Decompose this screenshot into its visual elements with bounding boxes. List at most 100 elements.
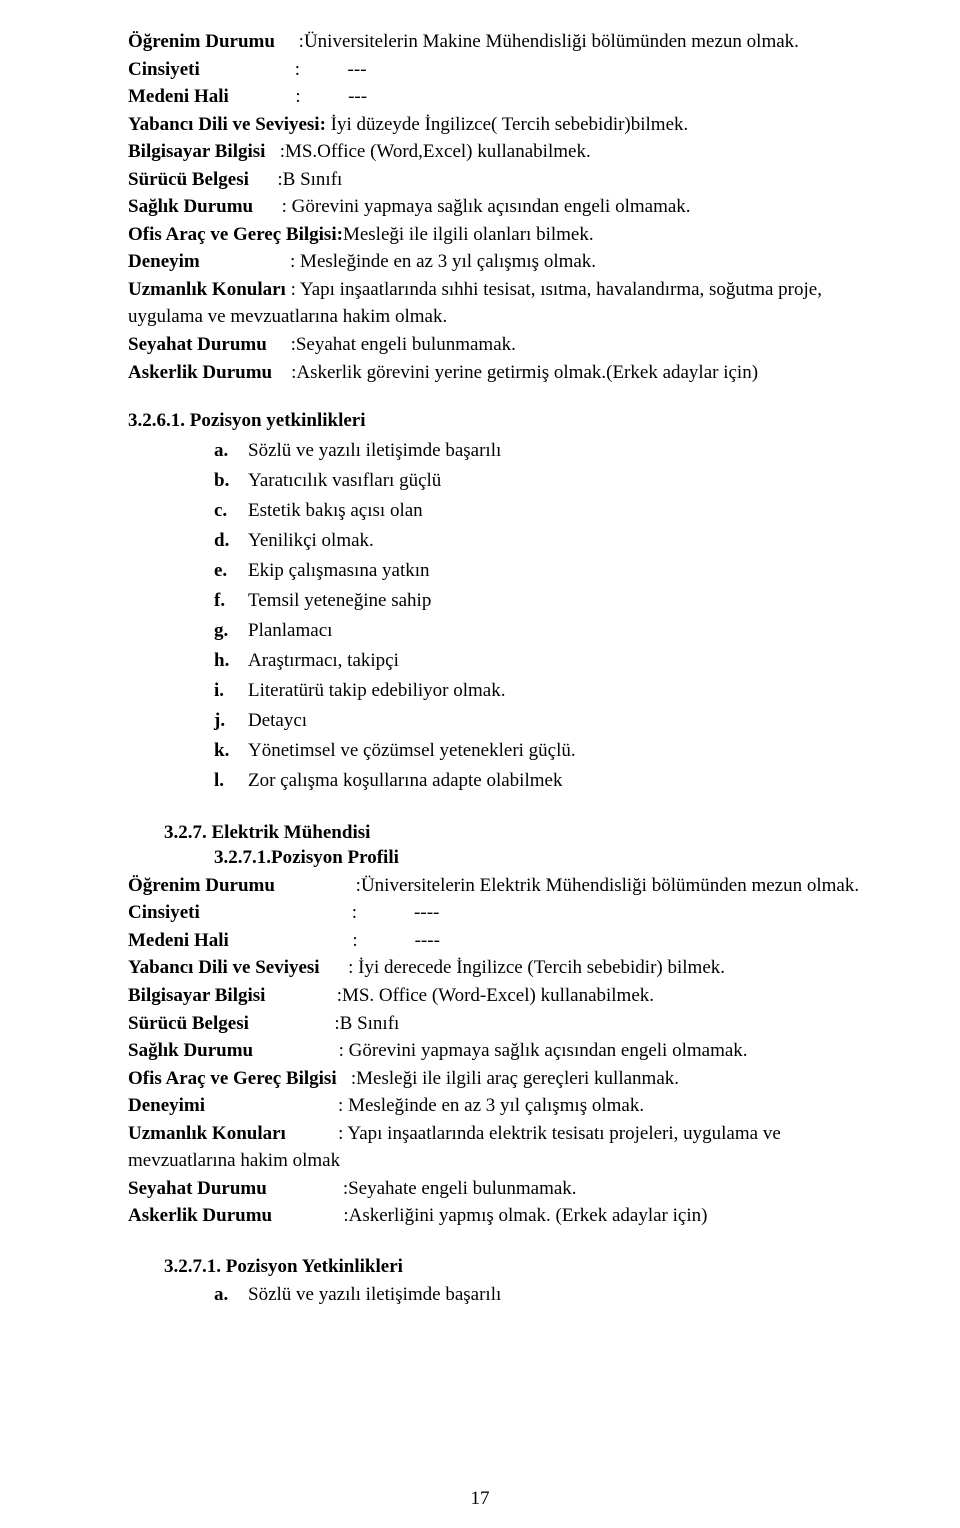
label: Deneyimi — [128, 1092, 205, 1120]
field-saglik-durumu: Sağlık Durumu : Görevini yapmaya sağlık … — [128, 193, 870, 221]
value: :B Sınıfı — [249, 166, 342, 194]
value: İyi düzeyde İngilizce( Tercih sebebidir)… — [326, 111, 688, 139]
label: Sürücü Belgesi — [128, 166, 249, 194]
field-saglik-durumu-2: Sağlık Durumu : Görevini yapmaya sağlık … — [128, 1037, 870, 1065]
field-cinsiyeti-2: Cinsiyeti : ---- — [128, 899, 870, 927]
label: Medeni Hali — [128, 83, 229, 111]
field-ogrenim-durumu-2: Öğrenim Durumu :Üniversitelerin Elektrik… — [128, 872, 870, 900]
list-item: k.Yönetimsel ve çözümsel yetenekleri güç… — [214, 736, 870, 766]
field-yabanci-dili-2: Yabancı Dili ve Seviyesi : İyi derecede … — [128, 954, 870, 982]
label: Cinsiyeti — [128, 899, 200, 927]
value: : Görevini yapmaya sağlık açısından enge… — [253, 1037, 747, 1065]
label: Seyahat Durumu — [128, 331, 267, 359]
value: : Mesleğinde en az 3 yıl çalışmış olmak. — [200, 248, 596, 276]
label: Sağlık Durumu — [128, 1037, 253, 1065]
marker: a. — [214, 1280, 248, 1310]
item-text: Sözlü ve yazılı iletişimde başarılı — [248, 1284, 501, 1305]
value: :Üniversitelerin Elektrik Mühendisliği b… — [275, 872, 859, 900]
value: :Askerlik görevini yerine getirmiş olmak… — [272, 359, 758, 387]
item-text: Estetik bakış açısı olan — [248, 500, 423, 521]
field-cinsiyeti: Cinsiyeti : --- — [128, 56, 870, 84]
list-item: h.Araştırmacı, takipçi — [214, 646, 870, 676]
item-text: Ekip çalışmasına yatkın — [248, 560, 430, 581]
marker: d. — [214, 526, 248, 556]
heading-3-2-7-1-yetkinlikler: 3.2.7.1. Pozisyon Yetkinlikleri — [128, 1256, 870, 1278]
value: :Üniversitelerin Makine Mühendisliği böl… — [275, 28, 799, 56]
field-seyahat-durumu-2: Seyahat Durumu :Seyahate engeli bulunmam… — [128, 1175, 870, 1203]
value: :Seyahat engeli bulunmamak. — [267, 331, 516, 359]
marker: c. — [214, 496, 248, 526]
label: Yabancı Dili ve Seviyesi: — [128, 111, 326, 139]
value: :Seyahate engeli bulunmamak. — [267, 1175, 577, 1203]
label: Sağlık Durumu — [128, 193, 253, 221]
list-item: d.Yenilikçi olmak. — [214, 526, 870, 556]
page-number: 17 — [0, 1488, 960, 1510]
value: : Görevini yapmaya sağlık açısından enge… — [253, 193, 690, 221]
item-text: Yenilikçi olmak. — [248, 530, 374, 551]
value: : --- — [200, 56, 367, 84]
value: :Askerliğini yapmış olmak. (Erkek adayla… — [272, 1202, 707, 1230]
label: Ofis Araç ve Gereç Bilgisi — [128, 1065, 337, 1093]
item-text: Temsil yeteneğine sahip — [248, 590, 431, 611]
item-text: Araştırmacı, takipçi — [248, 650, 399, 671]
item-text: Sözlü ve yazılı iletişimde başarılı — [248, 440, 501, 461]
label: Öğrenim Durumu — [128, 872, 275, 900]
marker: f. — [214, 586, 248, 616]
label: Öğrenim Durumu — [128, 28, 275, 56]
value: : --- — [229, 83, 367, 111]
value: : Yapı inşaatlarında sıhhi tesisat, ısıt… — [286, 276, 822, 304]
item-text: Planlamacı — [248, 620, 332, 641]
list-item: f.Temsil yeteneğine sahip — [214, 586, 870, 616]
label: Medeni Hali — [128, 927, 229, 955]
value: :MS.Office (Word,Excel) kullanabilmek. — [265, 138, 590, 166]
value: :Mesleği ile ilgili araç gereçleri kulla… — [337, 1065, 679, 1093]
label: Yabancı Dili ve Seviyesi — [128, 954, 320, 982]
marker: e. — [214, 556, 248, 586]
field-medeni-hali: Medeni Hali : --- — [128, 83, 870, 111]
marker: i. — [214, 676, 248, 706]
list-item: a.Sözlü ve yazılı iletişimde başarılı — [214, 1280, 870, 1310]
field-deneyim: Deneyim : Mesleğinde en az 3 yıl çalışmı… — [128, 248, 870, 276]
field-surucu-belgesi: Sürücü Belgesi :B Sınıfı — [128, 166, 870, 194]
list-item: c.Estetik bakış açısı olan — [214, 496, 870, 526]
value: : ---- — [229, 927, 440, 955]
field-ofis-arac-gerec-2: Ofis Araç ve Gereç Bilgisi :Mesleği ile … — [128, 1065, 870, 1093]
field-askerlik-durumu-2: Askerlik Durumu :Askerliğini yapmış olma… — [128, 1202, 870, 1230]
label: Deneyim — [128, 248, 200, 276]
marker: g. — [214, 616, 248, 646]
field-ofis-arac-gerec: Ofis Araç ve Gereç Bilgisi: Mesleği ile … — [128, 221, 870, 249]
marker: k. — [214, 736, 248, 766]
label: Sürücü Belgesi — [128, 1010, 249, 1038]
field-uzmanlik-cont: uygulama ve mevzuatlarına hakim olmak. — [128, 303, 870, 331]
label: Cinsiyeti — [128, 56, 200, 84]
label: Ofis Araç ve Gereç Bilgisi: — [128, 221, 343, 249]
heading-3-2-7: 3.2.7. Elektrik Mühendisi — [128, 822, 870, 844]
field-yabanci-dili: Yabancı Dili ve Seviyesi: İyi düzeyde İn… — [128, 111, 870, 139]
field-bilgisayar-bilgisi: Bilgisayar Bilgisi :MS.Office (Word,Exce… — [128, 138, 870, 166]
marker: j. — [214, 706, 248, 736]
field-askerlik-durumu: Askerlik Durumu :Askerlik görevini yerin… — [128, 359, 870, 387]
label: Uzmanlık Konuları — [128, 1120, 286, 1148]
item-text: Yönetimsel ve çözümsel yetenekleri güçlü… — [248, 740, 576, 761]
label: Bilgisayar Bilgisi — [128, 138, 265, 166]
list-item: i.Literatürü takip edebiliyor olmak. — [214, 676, 870, 706]
value: : Mesleğinde en az 3 yıl çalışmış olmak. — [205, 1092, 644, 1120]
field-deneyimi-2: Deneyimi : Mesleğinde en az 3 yıl çalışm… — [128, 1092, 870, 1120]
label: Askerlik Durumu — [128, 1202, 272, 1230]
heading-3-2-6-1: 3.2.6.1. Pozisyon yetkinlikleri — [128, 410, 870, 432]
field-bilgisayar-bilgisi-2: Bilgisayar Bilgisi :MS. Office (Word-Exc… — [128, 982, 870, 1010]
item-text: Zor çalışma koşullarına adapte olabilmek — [248, 770, 562, 791]
page: Öğrenim Durumu :Üniversitelerin Makine M… — [0, 0, 960, 1528]
field-seyahat-durumu: Seyahat Durumu :Seyahat engeli bulunmama… — [128, 331, 870, 359]
item-text: Detaycı — [248, 710, 307, 731]
item-text: Literatürü takip edebiliyor olmak. — [248, 680, 505, 701]
label: Bilgisayar Bilgisi — [128, 982, 265, 1010]
label: Seyahat Durumu — [128, 1175, 267, 1203]
value: : Yapı inşaatlarında elektrik tesisatı p… — [286, 1120, 781, 1148]
list-3-2-7-1: a.Sözlü ve yazılı iletişimde başarılı — [128, 1280, 870, 1310]
value: Mesleği ile ilgili olanları bilmek. — [343, 221, 594, 249]
value: : ---- — [200, 899, 440, 927]
value: : İyi derecede İngilizce (Tercih sebebid… — [320, 954, 725, 982]
field-medeni-hali-2: Medeni Hali : ---- — [128, 927, 870, 955]
item-text: Yaratıcılık vasıfları güçlü — [248, 470, 441, 491]
